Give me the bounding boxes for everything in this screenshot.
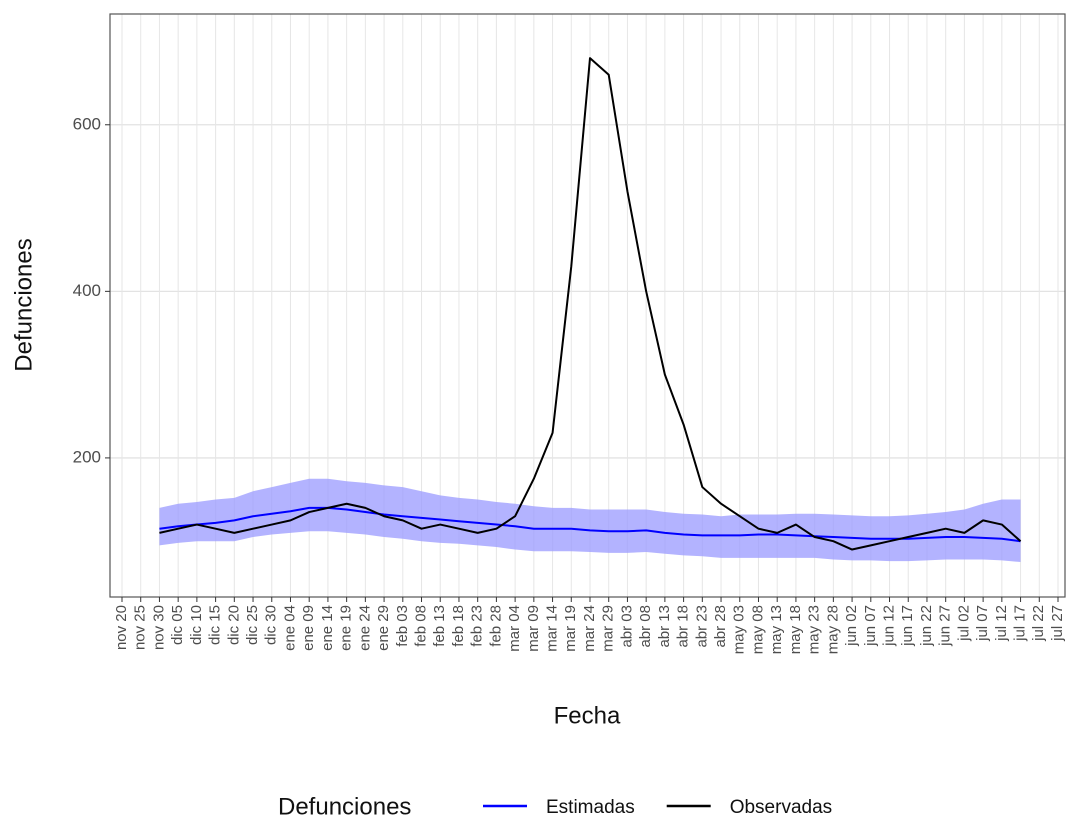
x-tick-label: jun 22: [918, 605, 935, 647]
x-tick-label: dic 20: [225, 605, 242, 645]
x-tick-label: may 13: [768, 605, 785, 654]
x-tick-label: jul 17: [1012, 605, 1029, 642]
x-tick-label: ene 09: [300, 605, 317, 651]
series-line: [159, 506, 1021, 543]
x-tick-label: nov 20: [113, 605, 130, 650]
x-tick-label: abr 28: [712, 605, 729, 648]
x-tick-label: mar 04: [506, 605, 523, 652]
x-tick-label: may 03: [731, 605, 748, 654]
x-tick-label: abr 23: [693, 605, 710, 648]
x-tick-label: feb 23: [469, 605, 486, 647]
series-line: [159, 57, 1022, 551]
x-tick-label: dic 30: [263, 605, 280, 645]
x-tick-label: dic 10: [188, 605, 205, 645]
x-tick-label: jul 12: [993, 605, 1010, 642]
x-tick-label: feb 08: [412, 605, 429, 647]
x-tick-label: ene 29: [375, 605, 392, 651]
x-tick-label: dic 25: [244, 605, 261, 645]
x-tick-label: jun 02: [843, 605, 860, 647]
legend: Estimadas Observadas: [483, 797, 832, 818]
x-tick-label: mar 09: [525, 605, 542, 652]
x-tick-label: nov 25: [132, 605, 149, 650]
x-tick-label: feb 28: [487, 605, 504, 647]
x-tick-label: abr 08: [637, 605, 654, 648]
plot-border: [109, 13, 1066, 598]
x-tick-label: ene 14: [319, 605, 336, 651]
x-tick-label: dic 15: [207, 605, 224, 645]
x-tick-label: mar 24: [581, 605, 598, 652]
x-tick-label: jul 22: [1030, 605, 1047, 642]
x-tick-label: abr 18: [675, 605, 692, 648]
x-tick-label: nov 30: [150, 605, 167, 650]
x-tick-label: may 18: [787, 605, 804, 654]
x-tick-label: feb 13: [431, 605, 448, 647]
x-tick-label: may 08: [749, 605, 766, 654]
x-tick-label: abr 03: [618, 605, 635, 648]
x-tick-label: ene 04: [281, 605, 298, 651]
x-tick-label: jul 27: [1049, 605, 1066, 642]
y-tick-label: 200: [73, 447, 101, 466]
x-tick-label: may 23: [806, 605, 823, 654]
x-axis-title: Fecha: [554, 702, 621, 729]
x-tick-label: abr 13: [656, 605, 673, 648]
x-tick-label: jul 02: [955, 605, 972, 642]
legend-label: Estimadas: [546, 797, 635, 818]
x-tick-label: jun 17: [899, 605, 916, 647]
x-tick-label: jun 07: [862, 605, 879, 647]
x-tick-label: ene 19: [338, 605, 355, 651]
y-tick-label: 400: [73, 281, 101, 300]
x-tick-label: jun 27: [937, 605, 954, 647]
x-tick-label: ene 24: [356, 605, 373, 651]
x-tick-label: may 28: [824, 605, 841, 654]
confidence-band: [159, 478, 1021, 563]
legend-label: Observadas: [730, 797, 832, 818]
x-tick-label: mar 29: [600, 605, 617, 652]
x-tick-label: jul 07: [974, 605, 991, 642]
marks: [159, 57, 1022, 563]
y-axis-title: Defunciones: [10, 238, 37, 371]
legend-title: Defunciones: [278, 793, 411, 820]
x-tick-label: dic 05: [169, 605, 186, 645]
x-tick-label: feb 18: [450, 605, 467, 647]
x-tick-label: mar 14: [544, 605, 561, 652]
x-tick-label: mar 19: [562, 605, 579, 652]
y-tick-label: 600: [73, 114, 101, 133]
x-tick-label: feb 03: [394, 605, 411, 647]
x-tick-label: jun 12: [880, 605, 897, 647]
